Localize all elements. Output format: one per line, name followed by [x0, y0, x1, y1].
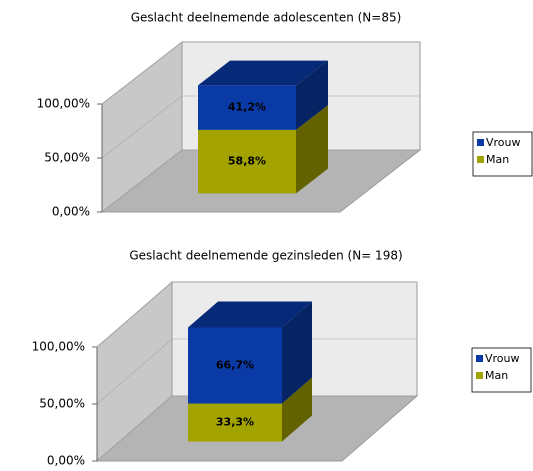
- y-tick-label: 0,00%: [47, 454, 85, 468]
- grid-line: [96, 395, 417, 462]
- grid-line: [101, 95, 420, 159]
- bar-side: [282, 301, 312, 404]
- chart: Geslacht deelnemende adolescenten (N=85)…: [37, 11, 533, 219]
- grid-line: [96, 338, 417, 405]
- legend-label: Man: [486, 153, 509, 166]
- bar-segment: [198, 85, 296, 130]
- y-tick-label: 100,00%: [32, 340, 85, 354]
- grid-line: [101, 149, 420, 213]
- y-tick-label: 0,00%: [52, 205, 90, 219]
- legend-swatch: [476, 372, 483, 379]
- legend-label: Vrouw: [486, 136, 521, 149]
- y-tick-label: 50,00%: [39, 397, 85, 411]
- bar-side: [282, 377, 312, 442]
- bar-segment: [198, 129, 296, 194]
- bar-top: [198, 60, 328, 86]
- bar-segment: [188, 327, 282, 404]
- value-label: 58,8%: [228, 155, 266, 168]
- bar-top: [188, 301, 312, 328]
- grid-line: [96, 281, 417, 348]
- value-label: 41,2%: [228, 101, 266, 114]
- chart-title: Geslacht deelnemende gezinsleden (N= 198…: [129, 249, 402, 263]
- legend-swatch: [476, 355, 483, 362]
- chart-title: Geslacht deelnemende adolescenten (N=85): [131, 11, 402, 25]
- legend-label: Vrouw: [485, 352, 520, 365]
- value-label: 66,7%: [216, 359, 254, 372]
- y-tick-label: 100,00%: [37, 97, 90, 111]
- legend-swatch: [477, 156, 484, 163]
- chart: Geslacht deelnemende gezinsleden (N= 198…: [32, 249, 532, 468]
- legend-label: Man: [485, 369, 508, 382]
- bar-segment: [188, 403, 282, 442]
- value-label: 33,3%: [216, 416, 254, 429]
- bar-side: [296, 105, 328, 194]
- bar-side: [296, 60, 328, 130]
- y-tick-label: 50,00%: [44, 151, 90, 165]
- legend-swatch: [477, 139, 484, 146]
- grid-line: [101, 41, 420, 105]
